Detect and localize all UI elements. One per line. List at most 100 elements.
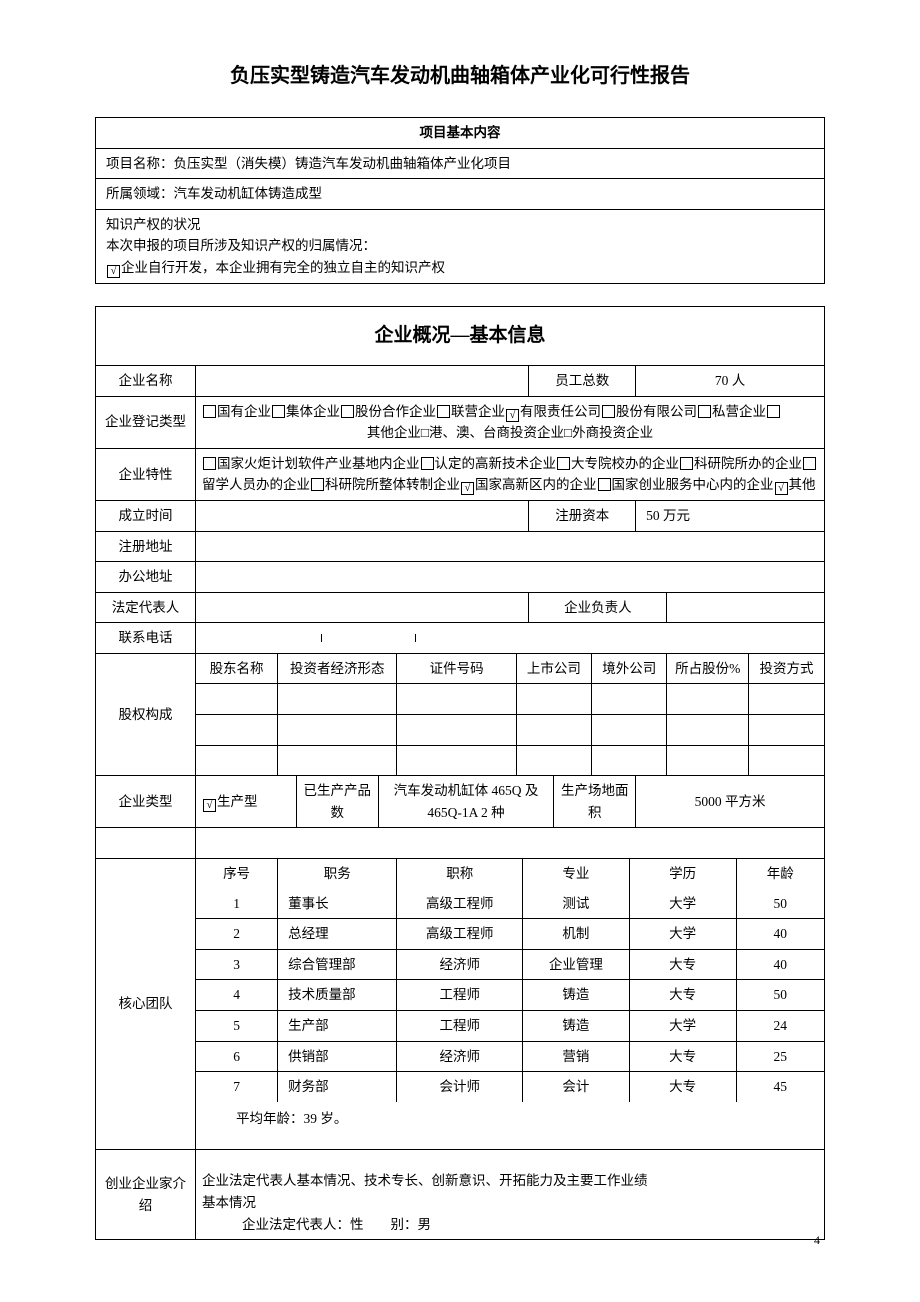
team-avg: 平均年龄：39 岁。 <box>196 1102 824 1150</box>
company-name-label: 企业名称 <box>96 365 196 396</box>
cb-ht <box>421 457 434 470</box>
trait-label: 企业特性 <box>96 448 196 500</box>
entrepreneur-cell: 企业法定代表人基本情况、技术专长、创新意识、开拓能力及主要工作业绩 基本情况 企… <box>196 1150 825 1240</box>
reg-addr-label: 注册地址 <box>96 531 196 562</box>
team-cell: 5 <box>196 1011 278 1042</box>
entrepreneur-intro: 企业法定代表人基本情况、技术专长、创新意识、开拓能力及主要工作业绩 <box>202 1170 818 1192</box>
team-cell: 50 <box>736 889 824 919</box>
company-info-table: 企业概况—基本信息 企业名称 员工总数 70 人 企业登记类型 国有企业集体企业… <box>95 306 825 1241</box>
team-cell: 1 <box>196 889 278 919</box>
t-coll: 集体企业 <box>286 404 340 419</box>
t-a: 国家火炬计划软件产业基地内企业 <box>217 456 420 471</box>
project-field-label: 所属领域： <box>106 186 174 201</box>
equity-cell: 股东名称 投资者经济形态 证件号码 上市公司 境外公司 所占股份% 投资方式 <box>196 653 825 775</box>
capital-label: 注册资本 <box>529 501 636 531</box>
ip-ownership-label: 本次申报的项目所涉及知识产权的归属情况： <box>106 235 818 257</box>
eq-c3: 证件号码 <box>397 654 516 684</box>
cb-prod: √ <box>203 799 216 812</box>
t-d: 科研院所办的企业 <box>694 456 802 471</box>
entrepreneur-basic: 基本情况 <box>202 1192 818 1214</box>
team-cell: 大学 <box>629 889 736 919</box>
team-cell: 大专 <box>629 1041 736 1072</box>
type-area-value: 5000 平方米 <box>636 776 824 827</box>
phone-label: 联系电话 <box>96 623 196 654</box>
team-row: 1董事长高级工程师测试大学50 <box>196 889 824 919</box>
legal-rep-cell: 企业负责人 <box>196 592 825 623</box>
equity-table: 股东名称 投资者经济形态 证件号码 上市公司 境外公司 所占股份% 投资方式 <box>196 654 824 775</box>
eq-c7: 投资方式 <box>749 654 824 684</box>
team-cell: 综合管理部 <box>278 949 397 980</box>
reg-type-label: 企业登记类型 <box>96 396 196 448</box>
t-c: 大专院校办的企业 <box>571 456 679 471</box>
tm-c3: 职称 <box>397 859 523 889</box>
cb-inst <box>680 457 693 470</box>
legal-rep-label: 法定代表人 <box>96 592 196 623</box>
cb-stock <box>602 405 615 418</box>
t-soe: 国有企业 <box>217 404 271 419</box>
t-coop: 股份合作企业 <box>355 404 436 419</box>
entrepreneur-rep: 企业法定代表人：性 别：男 <box>202 1214 818 1236</box>
eq-row <box>196 684 824 715</box>
eq-row <box>196 715 824 746</box>
cb-torch <box>203 457 216 470</box>
project-name-row: 项目名称：负压实型（消失模）铸造汽车发动机曲轴箱体产业化项目 <box>96 148 825 179</box>
team-cell: 总经理 <box>278 919 397 950</box>
phone-cell <box>196 623 825 654</box>
team-cell: 24 <box>736 1011 824 1042</box>
equity-label: 股权构成 <box>96 653 196 775</box>
team-cell: 财务部 <box>278 1072 397 1102</box>
tm-c6: 年龄 <box>736 859 824 889</box>
t-h: 国家创业服务中心内的企业 <box>612 477 774 492</box>
team-row: 2总经理高级工程师机制大学40 <box>196 919 824 950</box>
eq-c4: 上市公司 <box>516 654 591 684</box>
team-label: 核心团队 <box>96 859 196 1150</box>
team-cell: 6 <box>196 1041 278 1072</box>
staff-label: 员工总数 <box>529 366 636 396</box>
team-cell: 50 <box>736 980 824 1011</box>
team-cell: 大专 <box>629 949 736 980</box>
type-produced-value: 汽车发动机缸体 465Q 及465Q-1A 2 种 <box>378 776 554 827</box>
team-cell: 会计 <box>523 1072 630 1102</box>
type-area-label: 生产场地面积 <box>554 776 636 827</box>
team-cell: 铸造 <box>523 980 630 1011</box>
team-cell: 7 <box>196 1072 278 1102</box>
t-e: 留学人员办的企业 <box>202 477 310 492</box>
reg-type-line1: 国有企业集体企业股份合作企业联营企业√有限责任公司股份有限公司私营企业 <box>202 401 818 423</box>
trait-cell: 国家火炬计划软件产业基地内企业认定的高新技术企业大专院校办的企业科研院所办的企业… <box>196 448 825 500</box>
t-stock: 股份有限公司 <box>616 404 697 419</box>
staff-value: 70 人 <box>636 366 824 396</box>
team-cell: 铸造 <box>523 1011 630 1042</box>
project-field-row: 所属领域：汽车发动机缸体铸造成型 <box>96 179 825 210</box>
type-cell: √生产型 已生产产品数 汽车发动机缸体 465Q 及465Q-1A 2 种 生产… <box>196 776 825 828</box>
entrepreneur-label: 创业企业家介绍 <box>96 1150 196 1240</box>
cb-univ <box>557 457 570 470</box>
manager-label: 企业负责人 <box>529 593 667 623</box>
reg-type-cell: 国有企业集体企业股份合作企业联营企业√有限责任公司股份有限公司私营企业 其他企业… <box>196 396 825 448</box>
team-row: 5生产部工程师铸造大学24 <box>196 1011 824 1042</box>
team-cell: 2 <box>196 919 278 950</box>
team-cell: 机制 <box>523 919 630 950</box>
project-name-label: 项目名称： <box>106 156 174 171</box>
company-header: 企业概况—基本信息 <box>102 311 818 361</box>
reg-addr-cell <box>196 531 825 562</box>
team-row: 6供销部经济师营销大专25 <box>196 1041 824 1072</box>
t-llc: 有限责任公司 <box>520 404 601 419</box>
ip-section: 知识产权的状况 本次申报的项目所涉及知识产权的归属情况： √企业自行开发，本企业… <box>96 209 825 283</box>
team-row: 3综合管理部经济师企业管理大专40 <box>196 949 824 980</box>
founded-label: 成立时间 <box>96 500 196 531</box>
t-i: 其他 <box>789 477 816 492</box>
ip-option-text: 企业自行开发，本企业拥有完全的独立自主的知识产权 <box>121 260 445 275</box>
cb-coll <box>272 405 285 418</box>
team-cell: 生产部 <box>278 1011 397 1042</box>
ip-checkbox-checked: √ <box>107 265 120 278</box>
page-number: 4 <box>814 1231 820 1250</box>
team-cell: 经济师 <box>397 949 523 980</box>
t-prod: 生产型 <box>217 794 258 809</box>
eq-c1: 股东名称 <box>196 654 278 684</box>
tm-c1: 序号 <box>196 859 278 889</box>
cb-transf <box>311 478 324 491</box>
team-cell: 大学 <box>629 919 736 950</box>
team-cell: 3 <box>196 949 278 980</box>
team-row: 4技术质量部工程师铸造大专50 <box>196 980 824 1011</box>
tm-c2: 职务 <box>278 859 397 889</box>
